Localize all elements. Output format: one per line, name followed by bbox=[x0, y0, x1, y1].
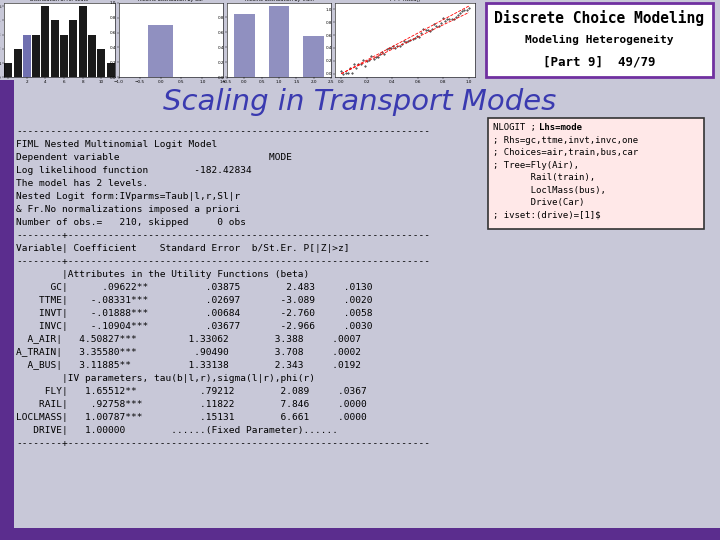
Text: [Part 9]  49/79: [Part 9] 49/79 bbox=[543, 56, 656, 69]
Bar bbox=[42, 6, 50, 77]
Bar bbox=[23, 35, 31, 77]
Bar bbox=[148, 25, 173, 77]
Bar bbox=[60, 35, 68, 77]
Text: Discrete Choice Modeling: Discrete Choice Modeling bbox=[495, 10, 704, 26]
Text: --------+---------------------------------------------------------------: --------+-------------------------------… bbox=[16, 258, 430, 266]
Text: |Attributes in the Utility Functions (beta): |Attributes in the Utility Functions (be… bbox=[16, 271, 310, 279]
Bar bbox=[14, 49, 22, 77]
Text: GC|      .09622**          .03875        2.483     .0130: GC| .09622** .03875 2.483 .0130 bbox=[16, 284, 372, 293]
Text: TTME|    -.08331***          .02697       -3.089     .0020: TTME| -.08331*** .02697 -3.089 .0020 bbox=[16, 296, 372, 306]
Bar bbox=[88, 35, 96, 77]
Text: INVT|    -.01888***          .00684       -2.760     .0058: INVT| -.01888*** .00684 -2.760 .0058 bbox=[16, 309, 372, 319]
Text: ; Choices=air,train,bus,car: ; Choices=air,train,bus,car bbox=[493, 148, 638, 158]
Text: ; Rhs=gc,ttme,invt,invc,one: ; Rhs=gc,ttme,invt,invc,one bbox=[493, 136, 638, 145]
Text: A_BUS|   3.11885**          1.33138        2.343     .0192: A_BUS| 3.11885** 1.33138 2.343 .0192 bbox=[16, 361, 361, 370]
Text: A_AIR|   4.50827***         1.33062        3.388     .0007: A_AIR| 4.50827*** 1.33062 3.388 .0007 bbox=[16, 335, 361, 345]
Title: Income distribution by Car: Income distribution by Car bbox=[138, 0, 204, 2]
Text: The model has 2 levels.: The model has 2 levels. bbox=[16, 179, 148, 188]
Bar bbox=[32, 35, 40, 77]
Text: --------+---------------------------------------------------------------: --------+-------------------------------… bbox=[16, 440, 430, 448]
Text: LoclMass(bus),: LoclMass(bus), bbox=[493, 186, 606, 195]
Bar bbox=[51, 21, 59, 77]
Text: |IV parameters, tau(b|l,r),sigma(l|r),phi(r): |IV parameters, tau(b|l,r),sigma(l|r),ph… bbox=[16, 374, 315, 383]
Text: FIML Nested Multinomial Logit Model: FIML Nested Multinomial Logit Model bbox=[16, 140, 217, 150]
Text: ------------------------------------------------------------------------: ----------------------------------------… bbox=[16, 127, 430, 137]
Text: Dependent variable                          MODE: Dependent variable MODE bbox=[16, 153, 292, 163]
Text: Lhs=mode: Lhs=mode bbox=[539, 124, 582, 132]
Text: Drive(Car): Drive(Car) bbox=[493, 198, 585, 207]
Title: Distribution of Air seats: Distribution of Air seats bbox=[30, 0, 89, 2]
Bar bbox=[4, 63, 12, 77]
Text: ; ivset:(drive)=[1]$: ; ivset:(drive)=[1]$ bbox=[493, 211, 600, 220]
Bar bbox=[107, 63, 114, 77]
Text: Rail(train),: Rail(train), bbox=[493, 173, 595, 183]
Text: Number of obs.=   210, skipped     0 obs: Number of obs.= 210, skipped 0 obs bbox=[16, 218, 246, 227]
Text: FLY|   1.65512**           .79212        2.089     .0367: FLY| 1.65512** .79212 2.089 .0367 bbox=[16, 387, 366, 396]
Bar bbox=[97, 49, 105, 77]
Bar bbox=[78, 6, 86, 77]
Text: RAIL|    .92758***          .11822        7.846     .0000: RAIL| .92758*** .11822 7.846 .0000 bbox=[16, 401, 366, 409]
Title: F++ Fitted(): F++ Fitted() bbox=[390, 0, 420, 2]
Title: Income distribution by Train: Income distribution by Train bbox=[245, 0, 313, 2]
Text: NLOGIT ;: NLOGIT ; bbox=[493, 124, 541, 132]
Text: LOCLMASS|   1.00787***          .15131        6.661     .0000: LOCLMASS| 1.00787*** .15131 6.661 .0000 bbox=[16, 414, 366, 422]
Text: --------+---------------------------------------------------------------: --------+-------------------------------… bbox=[16, 232, 430, 240]
Text: Modeling Heterogeneity: Modeling Heterogeneity bbox=[525, 35, 674, 45]
Bar bbox=[303, 36, 324, 77]
Bar bbox=[0, 80, 14, 540]
Text: INVC|    -.10904***          .03677       -2.966     .0030: INVC| -.10904*** .03677 -2.966 .0030 bbox=[16, 322, 372, 332]
Text: ; Tree=Fly(Air),: ; Tree=Fly(Air), bbox=[493, 161, 579, 170]
FancyBboxPatch shape bbox=[486, 3, 713, 77]
Text: A_TRAIN|   3.35580***          .90490        3.708     .0002: A_TRAIN| 3.35580*** .90490 3.708 .0002 bbox=[16, 348, 361, 357]
Bar bbox=[269, 6, 289, 77]
Text: DRIVE|   1.00000        ......(Fixed Parameter)......: DRIVE| 1.00000 ......(Fixed Parameter)..… bbox=[16, 427, 338, 435]
FancyBboxPatch shape bbox=[488, 118, 704, 229]
Text: Log likelihood function        -182.42834: Log likelihood function -182.42834 bbox=[16, 166, 252, 176]
Bar bbox=[69, 21, 77, 77]
Text: Variable| Coefficient    Standard Error  b/St.Er. P[|Z|>z]: Variable| Coefficient Standard Error b/S… bbox=[16, 245, 349, 253]
Bar bbox=[234, 14, 255, 77]
Text: Nested Logit form:IVparms=Taub|l,r,Sl|r: Nested Logit form:IVparms=Taub|l,r,Sl|r bbox=[16, 192, 240, 201]
Text: & Fr.No normalizations imposed a priori: & Fr.No normalizations imposed a priori bbox=[16, 205, 240, 214]
Text: Scaling in Transport Modes: Scaling in Transport Modes bbox=[163, 88, 557, 116]
Bar bbox=[0, 528, 720, 540]
